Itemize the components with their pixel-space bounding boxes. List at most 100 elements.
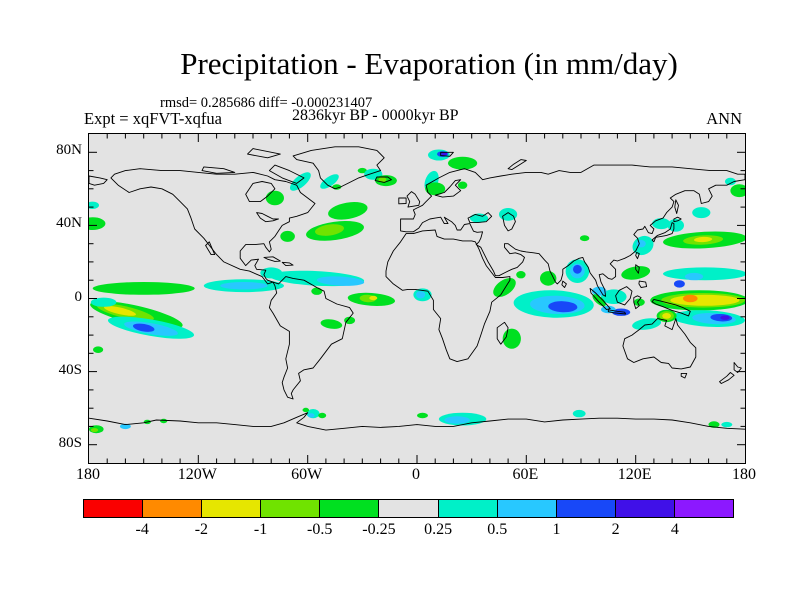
coastline [561,280,567,288]
coastline [374,176,392,183]
season-label: ANN [706,109,742,128]
coastline [245,181,276,203]
anomaly-region [573,264,582,274]
coastline [633,295,642,310]
anomaly-region [448,156,478,170]
coastline [615,286,633,306]
colorbar-label: -4 [135,521,149,538]
lon-axis-label: 120E [617,466,652,483]
world-map [89,134,745,463]
anomaly-region [417,412,428,419]
colorbar-label: 2 [611,521,620,538]
anomaly-region [315,224,344,236]
anomaly-region [633,298,645,306]
coastline [89,175,108,186]
coastline [247,148,281,159]
anomaly-region [311,287,323,295]
stats-line: rmsd= 0.285686 diff= -0.000231407 [160,95,373,111]
coastline-layer [89,146,745,431]
anomaly-region [457,181,468,189]
coastline [281,261,294,267]
anomaly-region [670,294,740,306]
coastline [400,164,745,297]
anomaly-region [344,316,356,325]
anomaly-region [673,280,685,288]
anomaly-region [572,409,586,418]
colorbar-cell [83,499,144,518]
anomaly-region [92,282,195,295]
colorbar-label: 1 [552,521,561,538]
coastline [496,321,509,345]
lat-axis-label: 40N [56,215,82,232]
anomaly-region [694,236,713,243]
colorbar-cell [614,499,675,518]
coastline [589,287,611,310]
coastline [673,216,682,223]
anomaly-region [499,208,518,221]
coastline [292,146,385,190]
lon-axis-label: 180 [732,466,756,483]
anomaly-region [369,295,378,301]
colorbar-label: 0.25 [424,521,453,538]
lon-axis-label: 0 [412,466,420,483]
anomaly-region [720,315,730,320]
coastline [635,264,640,274]
colorbar-label: -2 [194,521,209,538]
anomaly-region [316,276,365,286]
colorbar-label: -1 [253,521,268,538]
coastline [502,212,516,232]
experiment-label: Expt = xqFVT-xqfua [84,109,222,128]
colorbar-label: 0.5 [487,521,508,538]
anomaly-region [416,291,426,299]
colorbar-cell [378,499,439,518]
coastline [607,309,627,315]
anomaly-region [90,297,117,307]
lat-axis-label: 80S [58,434,82,451]
colorbar-label: -0.5 [307,521,333,538]
coastline [89,412,745,431]
coastline [256,212,279,223]
figure-title: Precipitation - Evaporation (in mm/day) [180,46,678,81]
coastline [406,191,421,208]
anomaly-region [308,413,315,418]
lon-axis-label: 120W [177,466,217,483]
anomaly-region [721,421,733,428]
anomaly-region [93,346,104,353]
coastline [651,222,675,243]
coastline [651,298,691,317]
anomaly-region [652,218,671,230]
anomaly-region [104,306,136,316]
coastline [268,276,354,400]
coastline [110,168,316,285]
colorbar-cell [437,499,498,518]
lat-axis-label: 80N [56,142,82,159]
coastline [201,166,236,174]
anomaly-fill-layer [89,149,745,434]
anomaly-region [632,318,662,330]
lat-axis-label: 40S [58,361,82,378]
anomaly-region [493,278,516,297]
anomaly-region [425,182,446,196]
period-line: 2836kyr BP - 0000kyr BP [292,107,459,124]
anomaly-region [265,190,284,206]
coastline [398,197,407,205]
anomaly-region [378,177,387,183]
map-plot-area [88,133,746,464]
anomaly-region [663,267,745,281]
coastline [680,372,688,379]
anomaly-region [328,202,368,220]
coastline [434,179,462,198]
anomaly-region [220,282,268,290]
anomaly-region [692,207,711,219]
coastline [263,256,281,262]
anomaly-region [621,266,651,280]
anomaly-region [132,323,155,332]
coastline [268,164,305,184]
lon-axis-label: 60W [291,466,323,483]
coastline [635,251,640,260]
coastline [440,151,454,157]
anomaly-region [601,289,627,304]
anomaly-region [320,319,343,329]
colorbar-cell [319,499,380,518]
anomaly-region [357,167,367,174]
